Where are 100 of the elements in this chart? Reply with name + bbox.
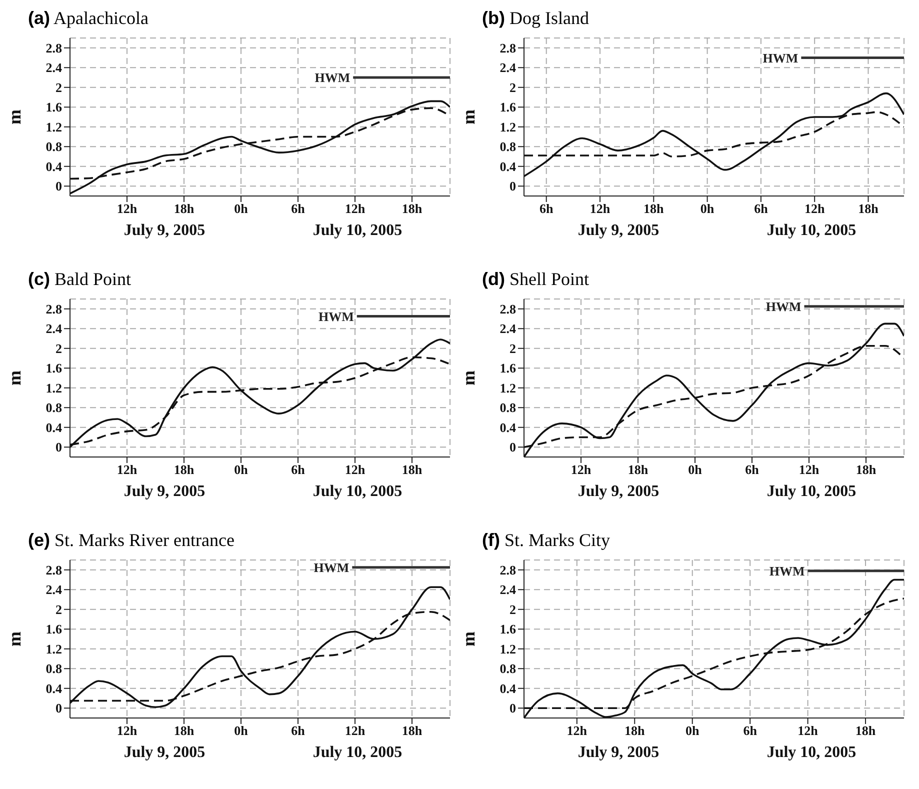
- y-axis-title: m: [458, 110, 478, 124]
- y-tick-label: 1.2: [500, 641, 516, 656]
- y-tick-label: 2: [510, 340, 516, 356]
- text: July 9, 2005: [578, 483, 660, 501]
- chart-title: (a) Apalachicola: [28, 8, 148, 28]
- x-tick-label: 18h: [644, 201, 665, 216]
- x-tick-label: 18h: [628, 462, 649, 478]
- x-tick-label: 0h: [234, 462, 249, 478]
- y-tick-label: 1.6: [500, 360, 516, 376]
- series-label: HWM: [766, 298, 802, 314]
- y-tick-label: 0.8: [500, 139, 516, 154]
- x-tick-label: 0h: [234, 723, 249, 738]
- y-tick-label: 2.4: [500, 582, 516, 598]
- x-tick-label: 6h: [745, 462, 760, 478]
- y-tick-label: 1.2: [500, 380, 516, 396]
- series-label: HWM: [314, 560, 350, 575]
- x-tick-label: 12h: [570, 462, 592, 478]
- x-tick-label: 6h: [743, 723, 758, 738]
- y-tick-label: 1.6: [46, 360, 62, 376]
- y-tick-label: 0: [510, 178, 516, 194]
- x-tick-label: 12h: [804, 201, 826, 216]
- y-tick-label: 0: [56, 440, 62, 455]
- y-tick-label: 0: [56, 700, 62, 716]
- y-tick-label: 0.8: [46, 400, 62, 416]
- y-tick-label: 2.4: [46, 321, 62, 336]
- y-tick-label: 0.4: [500, 680, 516, 696]
- text: July 10, 2005: [312, 744, 402, 762]
- x-tick-label: 12h: [344, 723, 366, 738]
- text: July 10, 2005: [312, 222, 402, 240]
- text: July 10, 2005: [766, 222, 856, 240]
- series-label: HWM: [762, 50, 798, 66]
- y-tick-label: 1.6: [500, 100, 516, 115]
- text: July 9, 2005: [124, 483, 206, 501]
- y-tick-label: 0.4: [46, 680, 62, 696]
- y-axis-title: m: [4, 370, 24, 386]
- y-tick-label: 0.4: [46, 420, 62, 435]
- x-tick-label: 6h: [291, 201, 306, 216]
- x-tick-label: 18h: [174, 723, 195, 738]
- x-tick-label: 6h: [291, 723, 306, 738]
- x-tick-label: 12h: [116, 723, 138, 738]
- y-tick-label: 1.6: [500, 622, 516, 637]
- x-tick-label: 18h: [858, 201, 880, 216]
- y-tick-label: 1.2: [46, 119, 62, 134]
- x-tick-label: 6h: [754, 201, 769, 216]
- y-tick-label: 0.8: [500, 400, 516, 416]
- x-tick-label: 0h: [700, 201, 715, 216]
- x-tick-label: 18h: [856, 462, 877, 478]
- y-axis-title: m: [458, 632, 478, 646]
- x-tick-label: 6h: [539, 201, 554, 216]
- x-tick-label: 18h: [174, 462, 195, 478]
- chart-title: (f) St. Marks City: [482, 530, 610, 550]
- y-axis-title: m: [458, 370, 478, 386]
- y-tick-label: 2.4: [500, 321, 516, 336]
- y-tick-label: 0.4: [46, 158, 62, 174]
- y-tick-label: 2: [510, 80, 516, 95]
- text: July 9, 2005: [578, 744, 660, 762]
- y-tick-label: 2: [56, 80, 62, 95]
- y-tick-label: 2.8: [46, 301, 62, 316]
- y-tick-label: 0: [56, 178, 62, 194]
- chart-title: (d) Shell Point: [482, 269, 589, 289]
- chart-title: (e) St. Marks River entrance: [28, 530, 234, 550]
- x-tick-label: 18h: [402, 723, 423, 738]
- y-tick-label: 1.6: [46, 100, 62, 115]
- x-tick-label: 0h: [234, 201, 249, 216]
- x-tick-label: 12h: [798, 462, 820, 478]
- y-tick-label: 2.8: [46, 40, 62, 56]
- y-tick-label: 0.4: [500, 158, 516, 174]
- x-tick-label: 12h: [566, 723, 588, 738]
- text: July 9, 2005: [124, 222, 206, 240]
- y-tick-label: 0: [510, 440, 516, 455]
- y-tick-label: 0.8: [500, 661, 516, 676]
- y-tick-label: 1.2: [500, 119, 516, 134]
- x-tick-label: 12h: [116, 462, 138, 478]
- text: July 10, 2005: [766, 744, 856, 762]
- x-tick-label: 12h: [344, 201, 366, 216]
- text: July 9, 2005: [578, 222, 660, 240]
- line-series: [524, 92, 904, 178]
- y-tick-label: 2.8: [46, 562, 62, 578]
- x-tick-label: 12h: [798, 723, 819, 738]
- series-label: HWM: [318, 308, 354, 324]
- x-tick-label: 18h: [402, 462, 423, 478]
- x-tick-label: 12h: [116, 201, 138, 216]
- y-axis-title: m: [4, 110, 24, 124]
- x-tick-label: 18h: [855, 723, 876, 738]
- series-label: HWM: [314, 70, 350, 85]
- y-tick-label: 1.6: [46, 622, 62, 637]
- text: July 10, 2005: [312, 483, 402, 501]
- x-tick-label: 12h: [590, 201, 611, 216]
- x-tick-label: 18h: [174, 201, 195, 216]
- chart-title: (b) Dog Island: [482, 8, 589, 28]
- text: July 10, 2005: [766, 483, 856, 501]
- y-tick-label: 0.4: [500, 420, 516, 435]
- y-tick-label: 0.8: [46, 139, 62, 154]
- y-tick-label: 2.8: [500, 301, 516, 316]
- y-tick-label: 2: [510, 602, 516, 617]
- y-tick-label: 0: [510, 700, 516, 716]
- y-tick-label: 1.2: [46, 641, 62, 656]
- series-label: HWM: [769, 563, 805, 578]
- y-tick-label: 2.4: [500, 60, 516, 76]
- y-tick-label: 2: [56, 340, 62, 356]
